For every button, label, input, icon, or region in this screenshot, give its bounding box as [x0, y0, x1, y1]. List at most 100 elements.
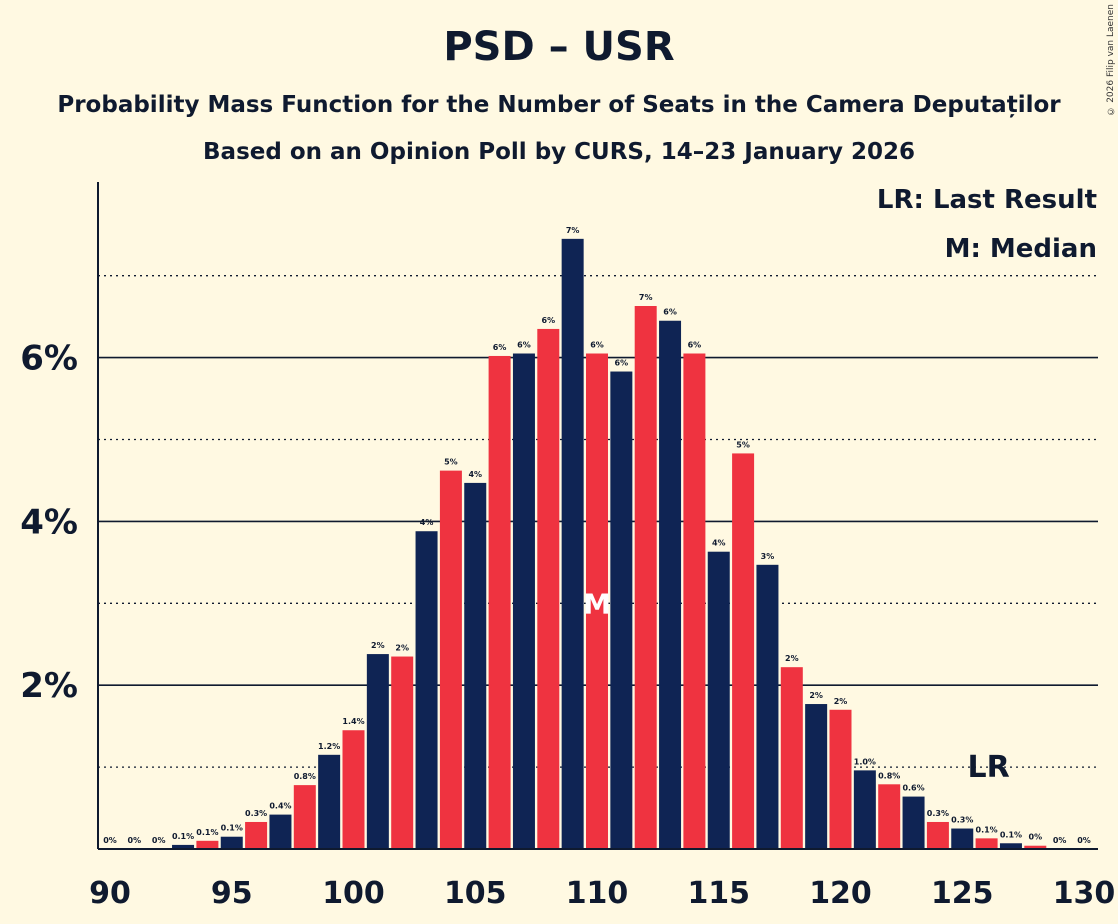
- bar-label-seat-92: 0%: [152, 836, 166, 845]
- x-tick-label-90: 90: [89, 876, 131, 911]
- bar-label-seat-119: 2%: [809, 691, 823, 700]
- y-tick-label-4: 4%: [20, 502, 78, 542]
- legend-median: M: Median: [945, 234, 1097, 264]
- chart-title: PSD – USR: [443, 24, 675, 70]
- bar-seat-107: [512, 353, 535, 849]
- bar-seat-128: [1024, 845, 1047, 849]
- y-tick-label-2: 2%: [20, 666, 78, 706]
- bar-label-seat-108: 6%: [542, 316, 556, 325]
- x-tick-label-110: 110: [566, 876, 629, 911]
- bar-label-seat-127: 0.1%: [1000, 830, 1022, 839]
- bar-seat-102: [391, 656, 414, 849]
- bar-label-seat-102: 2%: [395, 644, 409, 653]
- bar-seat-103: [415, 531, 438, 849]
- bar-seat-125: [951, 828, 974, 849]
- bar-label-seat-122: 0.8%: [878, 771, 900, 780]
- bar-label-seat-113: 6%: [663, 308, 677, 317]
- bar-label-seat-90: 0%: [103, 836, 117, 845]
- bar-label-seat-103: 4%: [420, 518, 434, 527]
- chart-subtitle: Probability Mass Function for the Number…: [57, 92, 1061, 118]
- bar-seat-93: [172, 844, 195, 849]
- bar-seat-97: [269, 814, 292, 849]
- bar-label-seat-129: 0%: [1053, 836, 1067, 845]
- markers: M LR: [583, 587, 1010, 785]
- bar-label-seat-125: 0.3%: [951, 816, 973, 825]
- legend-last-result: LR: Last Result: [877, 185, 1097, 215]
- y-tick-label-6: 6%: [20, 339, 78, 379]
- bar-label-seat-115: 4%: [712, 539, 726, 548]
- x-tick-label-120: 120: [809, 876, 872, 911]
- x-tick-label-130: 130: [1053, 876, 1116, 911]
- bar-seat-119: [805, 704, 828, 849]
- x-tick-label-100: 100: [322, 876, 385, 911]
- tick-labels: 90 95 100 105 110 115 120 125 130 2% 4% 6%: [20, 339, 1115, 911]
- bars: [172, 238, 1047, 850]
- bar-label-seat-118: 2%: [785, 654, 799, 663]
- bar-label-seat-93: 0.1%: [172, 832, 194, 841]
- bar-label-seat-109: 7%: [566, 226, 580, 235]
- bar-seat-121: [853, 770, 876, 849]
- bar-label-seat-107: 6%: [517, 341, 531, 350]
- bar-label-seat-128: 0%: [1029, 833, 1043, 842]
- bar-seat-98: [293, 785, 316, 849]
- bar-seat-96: [245, 821, 268, 849]
- bar-label-seat-124: 0.3%: [927, 809, 949, 818]
- bar-seat-123: [902, 796, 925, 849]
- bar-label-seat-96: 0.3%: [245, 809, 267, 818]
- chart-source: Based on an Opinion Poll by CURS, 14–23 …: [203, 139, 915, 165]
- bar-label-seat-121: 1.0%: [854, 757, 876, 766]
- bar-seat-109: [561, 238, 584, 850]
- bar-seat-113: [659, 320, 682, 849]
- bar-seat-95: [220, 836, 243, 849]
- bar-seat-122: [878, 784, 901, 849]
- bar-seat-101: [366, 654, 389, 849]
- bar-label-seat-91: 0%: [128, 836, 142, 845]
- bar-seat-112: [634, 306, 657, 849]
- bar-label-seat-100: 1.4%: [342, 717, 364, 726]
- bar-label-seat-112: 7%: [639, 293, 653, 302]
- bar-label-seat-111: 6%: [615, 359, 629, 368]
- bar-label-seat-105: 4%: [468, 470, 482, 479]
- bar-label-seat-94: 0.1%: [196, 828, 218, 837]
- bar-label-seat-117: 3%: [761, 552, 775, 561]
- bar-seat-94: [196, 840, 219, 849]
- bar-label-seat-104: 5%: [444, 458, 458, 467]
- bar-seat-111: [610, 371, 633, 849]
- bar-label-seat-101: 2%: [371, 641, 385, 650]
- bar-seat-105: [464, 482, 487, 849]
- bar-seat-106: [488, 355, 511, 849]
- bar-label-seat-99: 1.2%: [318, 742, 340, 751]
- x-tick-label-105: 105: [444, 876, 507, 911]
- bar-label-seat-95: 0.1%: [221, 824, 243, 833]
- bar-seat-104: [439, 470, 462, 849]
- bar-label-seat-120: 2%: [834, 697, 848, 706]
- bar-seat-114: [683, 353, 706, 849]
- bar-seat-108: [537, 328, 560, 849]
- bar-seat-118: [780, 667, 803, 849]
- axes: [97, 182, 1098, 850]
- bar-seat-116: [732, 453, 755, 849]
- x-tick-label-115: 115: [687, 876, 750, 911]
- bar-label-seat-97: 0.4%: [269, 802, 291, 811]
- bar-seat-124: [926, 821, 949, 849]
- bar-label-seat-126: 0.1%: [976, 825, 998, 834]
- x-tick-label-95: 95: [211, 876, 253, 911]
- bar-seat-100: [342, 730, 365, 849]
- last-result-marker: LR: [967, 750, 1009, 785]
- bar-label-seat-98: 0.8%: [294, 772, 316, 781]
- bar-labels: 0% 0% 0% 0.1% 0.1% 0.1%0.3%0.4%0.8%1.2%1.4%2%…: [103, 226, 1091, 845]
- bar-label-seat-130: 0%: [1077, 836, 1091, 845]
- bar-seat-117: [756, 564, 779, 849]
- bar-seat-120: [829, 709, 852, 849]
- bar-label-seat-110: 6%: [590, 341, 604, 350]
- bar-seat-127: [999, 843, 1022, 849]
- bar-label-seat-114: 6%: [688, 341, 702, 350]
- bar-seat-99: [318, 754, 341, 849]
- bar-seat-110: [586, 353, 608, 849]
- bar-label-seat-123: 0.6%: [902, 784, 924, 793]
- bar-label-seat-116: 5%: [736, 440, 750, 449]
- x-tick-label-125: 125: [931, 876, 994, 911]
- median-marker: M: [583, 587, 611, 620]
- bar-seat-115: [707, 551, 730, 849]
